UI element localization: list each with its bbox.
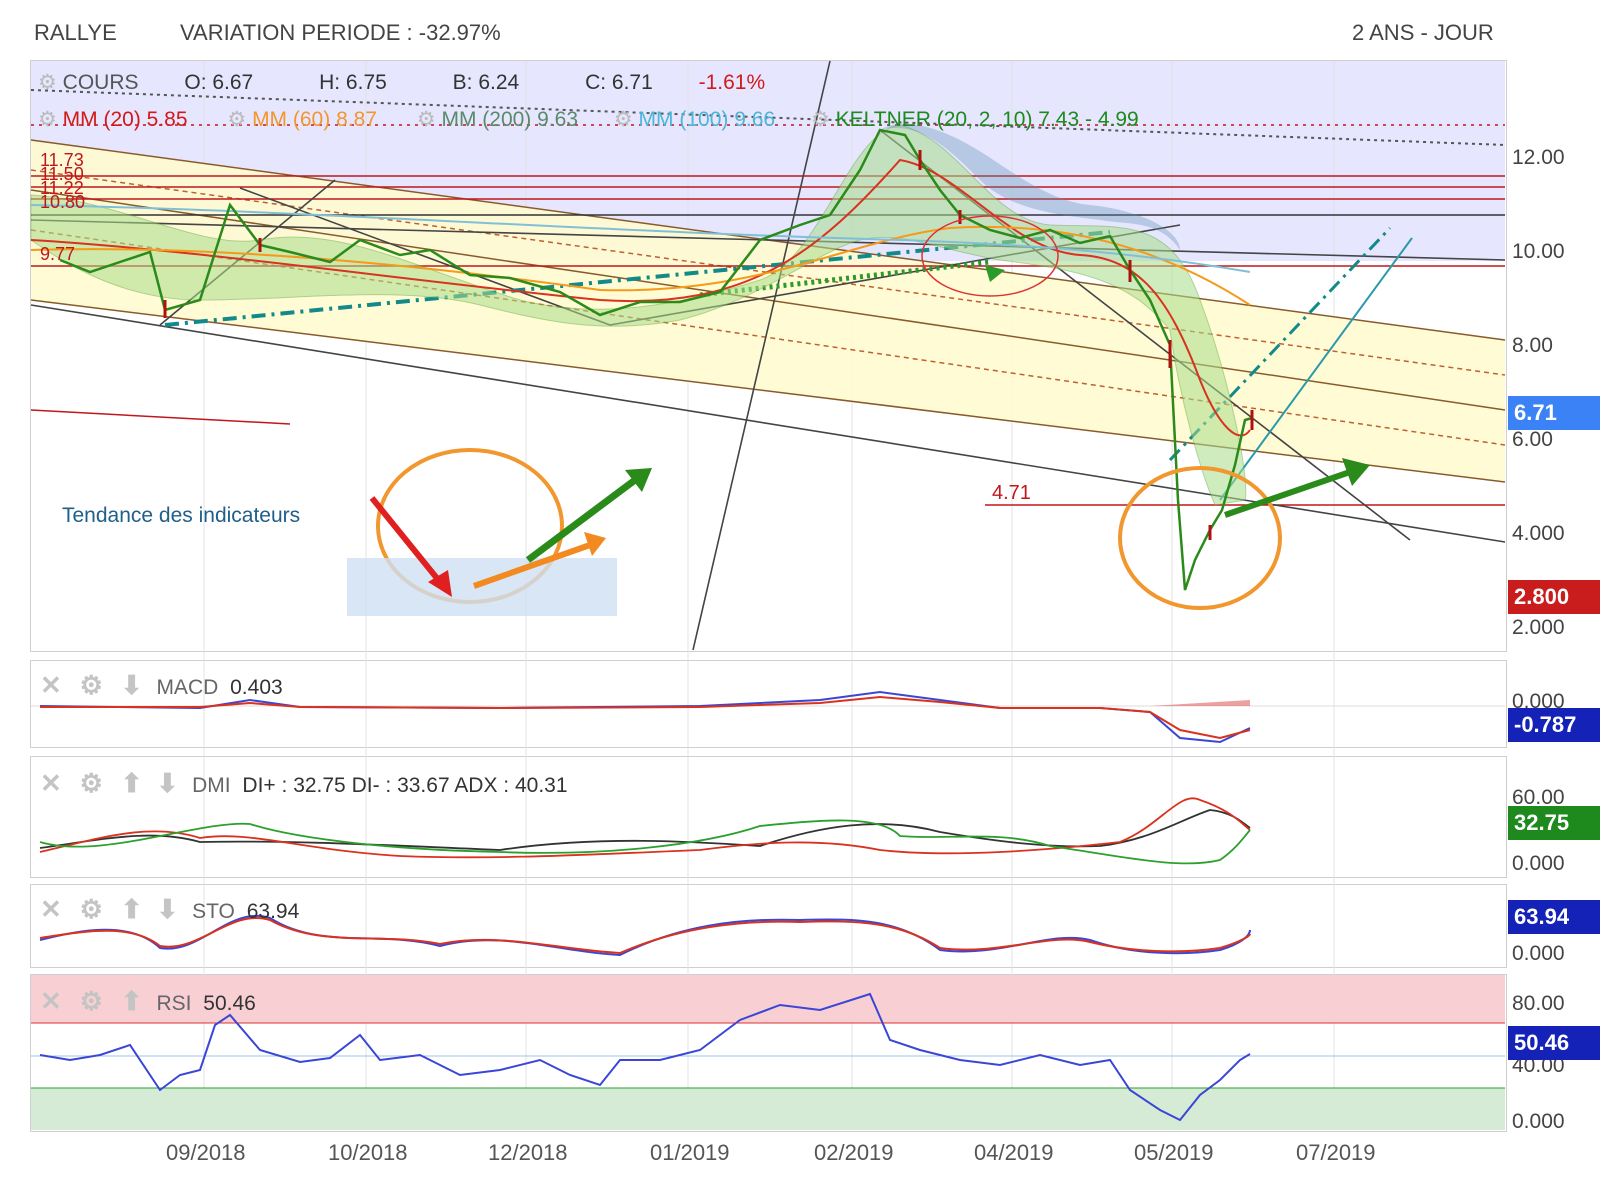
level-label: 11.73 — [40, 150, 84, 170]
dmi-badge: 32.75 — [1508, 806, 1600, 840]
x-tick: 10/2018 — [328, 1140, 408, 1165]
arrow-up-icon[interactable]: ⬆ — [120, 768, 143, 798]
gear-icon[interactable]: ⚙ — [79, 670, 103, 700]
keltner-label: KELTNER (20, 2, 10) 7.43 - 4.99 — [835, 108, 1139, 131]
mm60-gear-icon[interactable]: ⚙ — [227, 108, 247, 131]
rsi-legend: ✕ ⚙ ⬆ RSI 50.46 — [40, 986, 256, 1017]
arrow-up-icon[interactable]: ⬆ — [120, 986, 143, 1016]
instrument-name: RALLYE — [34, 20, 117, 45]
arrow-down-icon[interactable]: ⬇ — [156, 894, 179, 924]
close-value: C: 6.71 — [585, 71, 653, 94]
macd-y-tick: 0.000 — [1512, 690, 1565, 713]
macd-badge: -0.787 — [1508, 708, 1600, 742]
close-icon[interactable]: ✕ — [40, 894, 62, 924]
dmi-panel — [30, 756, 1507, 878]
change-value: -1.61% — [698, 71, 766, 94]
sto-label: STO — [192, 900, 235, 923]
level-label: 9.77 — [40, 244, 76, 264]
close-icon[interactable]: ✕ — [40, 670, 62, 700]
dmi-value: DI+ : 32.75 DI- : 33.67 ADX : 40.31 — [242, 774, 568, 797]
rsi-y-tick: 0.000 — [1512, 1110, 1565, 1133]
dmi-legend: ✕ ⚙ ⬆ ⬇ DMI DI+ : 32.75 DI- : 33.67 ADX … — [40, 768, 568, 799]
level-label: 11.22 — [40, 178, 84, 198]
mm20-label: MM (20) 5.85 — [62, 108, 188, 131]
level-label: 11.50 — [40, 164, 84, 184]
indicators-legend: ⚙ MM (20) 5.85 ⚙ MM (60) 8.87 ⚙ MM (200)… — [38, 107, 1139, 132]
y-tick: 4.000 — [1512, 522, 1565, 545]
x-tick: 04/2019 — [974, 1140, 1054, 1165]
dmi-y-tick: 0.000 — [1512, 852, 1565, 875]
arrow-down-icon[interactable]: ⬇ — [156, 768, 179, 798]
sto-badge: 63.94 — [1508, 900, 1600, 934]
y-tick: 10.00 — [1512, 240, 1565, 263]
period-selector[interactable]: 2 ANS - JOUR — [1352, 20, 1494, 45]
indicators-trend-note: Tendance des indicateurs — [62, 504, 301, 527]
cours-label: COURS — [62, 71, 139, 94]
sto-legend: ✕ ⚙ ⬆ ⬇ STO 63.94 — [40, 894, 299, 925]
keltner-gear-icon[interactable]: ⚙ — [810, 108, 830, 131]
y-tick: 12.00 — [1512, 146, 1565, 169]
x-tick: 01/2019 — [650, 1140, 730, 1165]
sto-y-tick: 0.000 — [1512, 942, 1565, 965]
macd-label: MACD — [156, 676, 219, 699]
close-icon[interactable]: ✕ — [40, 986, 62, 1016]
gear-icon[interactable]: ⚙ — [79, 768, 103, 798]
x-tick: 02/2019 — [814, 1140, 894, 1165]
close-icon[interactable]: ✕ — [40, 768, 62, 798]
y-tick: 2.000 — [1512, 616, 1565, 639]
sto-value: 63.94 — [246, 900, 300, 923]
rsi-label: RSI — [156, 992, 192, 1015]
mm200-gear-icon[interactable]: ⚙ — [416, 108, 436, 131]
mm100-label: MM (100) 9.66 — [638, 108, 776, 131]
x-tick: 09/2018 — [166, 1140, 246, 1165]
high-value: H: 6.75 — [319, 71, 387, 94]
level-label: 10.80 — [40, 192, 86, 212]
y-tick: 8.00 — [1512, 334, 1553, 357]
x-tick: 12/2018 — [488, 1140, 568, 1165]
gear-icon[interactable]: ⚙ — [79, 986, 103, 1016]
dmi-y-tick: 60.00 — [1512, 786, 1565, 809]
rsi-value: 50.46 — [203, 992, 256, 1015]
mm100-gear-icon[interactable]: ⚙ — [613, 108, 633, 131]
rsi-badge: 50.46 — [1508, 1026, 1600, 1060]
x-tick: 07/2019 — [1296, 1140, 1376, 1165]
mm20-gear-icon[interactable]: ⚙ — [38, 108, 57, 131]
arrow-up-icon[interactable]: ⬆ — [120, 894, 143, 924]
sto-panel — [30, 884, 1507, 968]
low-badge: 2.800 — [1508, 580, 1600, 614]
x-tick: 05/2019 — [1134, 1140, 1214, 1165]
y-tick: 6.00 — [1512, 428, 1553, 451]
arrow-down-icon[interactable]: ⬇ — [120, 670, 143, 700]
cours-gear-icon[interactable]: ⚙ — [38, 71, 57, 94]
price-badge: 6.71 — [1508, 396, 1600, 430]
open-value: O: 6.67 — [184, 71, 254, 94]
low-value: B: 6.24 — [452, 71, 520, 94]
cours-legend: ⚙ COURS O: 6.67 H: 6.75 B: 6.24 C: 6.71 … — [38, 70, 765, 95]
period-variation: VARIATION PERIODE : -32.97% — [180, 20, 501, 45]
mm60-label: MM (60) 8.87 — [252, 108, 377, 131]
mm200-label: MM (200) 9.63 — [441, 108, 579, 131]
rsi-y-tick: 80.00 — [1512, 992, 1565, 1015]
gear-icon[interactable]: ⚙ — [79, 894, 103, 924]
macd-legend: ✕ ⚙ ⬇ MACD 0.403 — [40, 670, 283, 701]
macd-value: 0.403 — [230, 676, 283, 699]
dmi-label: DMI — [192, 774, 231, 797]
annotation-level-label: 4.71 — [992, 482, 1031, 504]
